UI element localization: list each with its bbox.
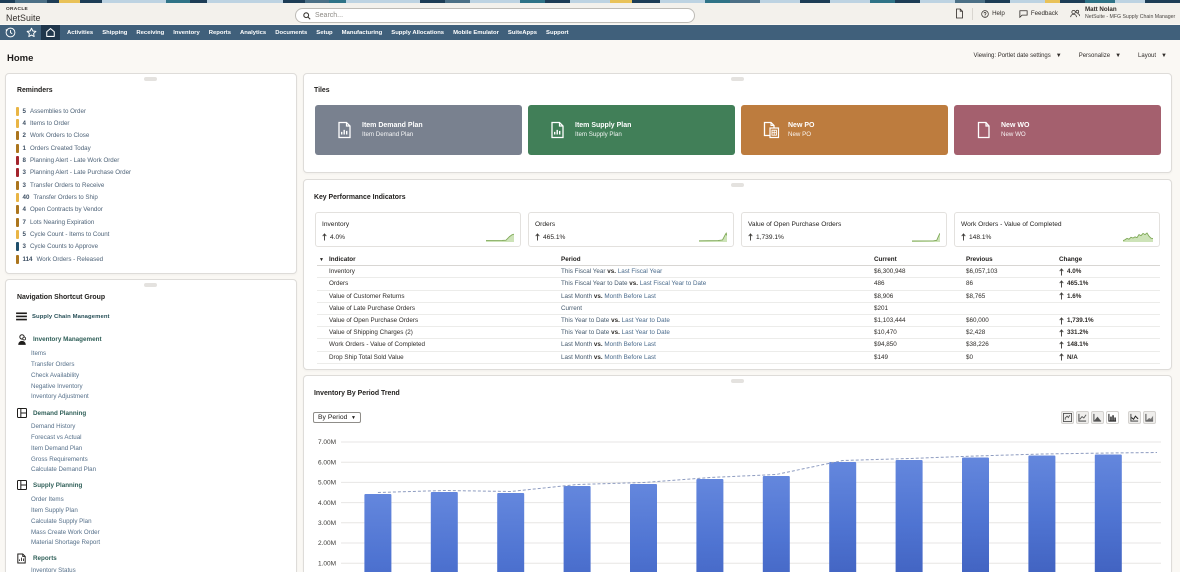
svg-text:6.00M: 6.00M bbox=[318, 459, 336, 466]
svg-text:5.00M: 5.00M bbox=[318, 480, 336, 487]
svg-text:4.00M: 4.00M bbox=[318, 500, 336, 507]
svg-text:7.00M: 7.00M bbox=[318, 439, 336, 446]
svg-text:3.00M: 3.00M bbox=[318, 520, 336, 527]
svg-text:1.00M: 1.00M bbox=[318, 560, 336, 567]
svg-text:2.00M: 2.00M bbox=[318, 540, 336, 547]
